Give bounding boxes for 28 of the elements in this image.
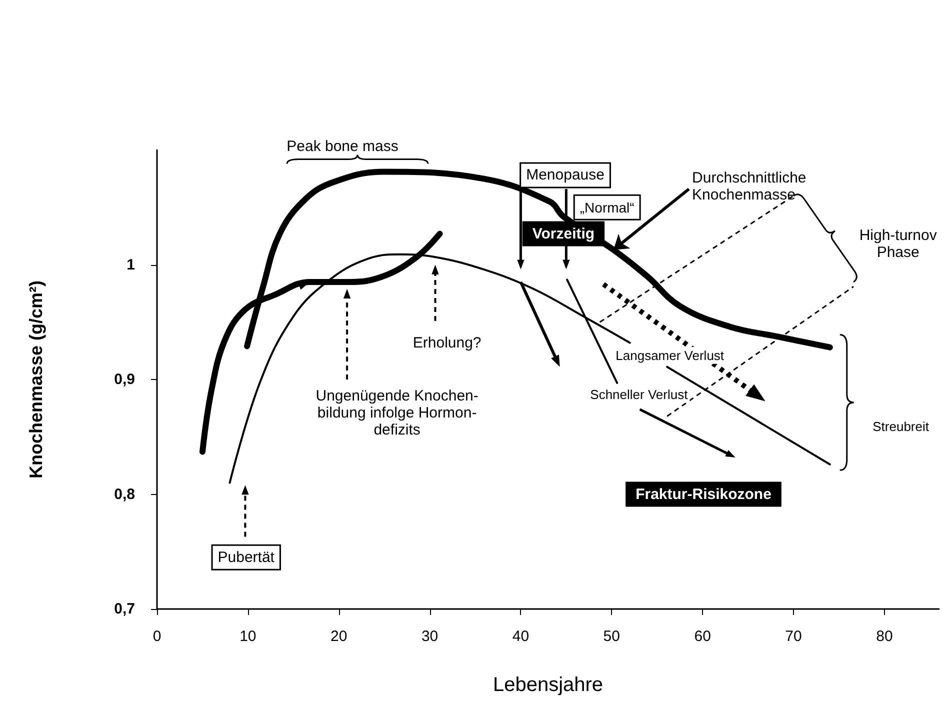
y-axis-title: Knochenmasse (g/cm²): [26, 280, 46, 479]
y-tick-label: 0,7: [114, 600, 135, 618]
annotation: High-turnov Phase: [859, 227, 938, 262]
annotation: Menopause: [526, 166, 604, 184]
x-tick-label: 40: [512, 628, 530, 645]
x-tick-label: 10: [240, 628, 256, 645]
x-tick-label: 0: [152, 628, 162, 645]
annotation: Pubertät: [218, 548, 276, 566]
x-tick-label: 30: [421, 628, 438, 645]
annotation: Erholung?: [412, 334, 482, 352]
annotation: Langsamer Verlust: [616, 348, 724, 363]
x-tick-label: 80: [876, 628, 893, 645]
annotation: Fraktur-Risikozone: [636, 486, 772, 503]
annotation: Schneller Verlust: [590, 386, 688, 402]
x-tick-label: 70: [785, 628, 802, 645]
x-tick-label: 50: [603, 628, 620, 645]
annotation: Ungenügende Knochen- bildung infolge Hormon- defizits: [316, 387, 478, 438]
y-tick-label: 0,9: [114, 371, 135, 388]
annotation: Durchschnittliche Knochenmasse: [692, 170, 806, 204]
y-tick-label: 0,8: [114, 486, 135, 503]
annotation: Streubreit: [872, 419, 930, 434]
y-tick-label: 1: [126, 256, 135, 274]
x-axis-title: Lebensjahre: [492, 674, 604, 696]
annotation: Vorzeitig: [532, 225, 595, 242]
annotation: „Normal“: [580, 199, 635, 216]
x-tick-label: 20: [330, 628, 348, 645]
annotation: Peak bone mass: [286, 138, 398, 156]
x-tick-label: 60: [694, 628, 711, 645]
